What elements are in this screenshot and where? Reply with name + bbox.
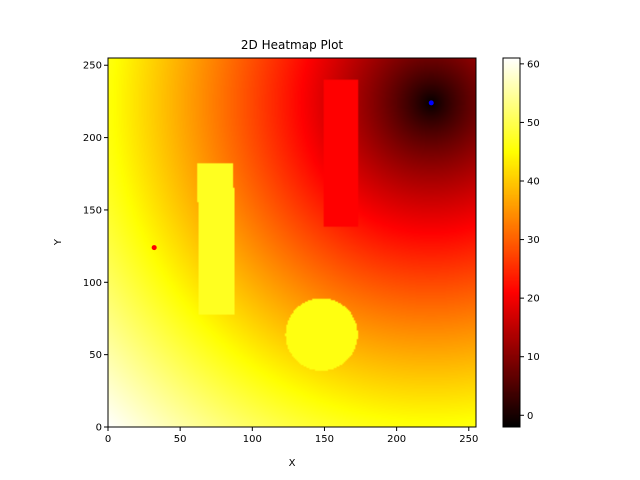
colorbar-tick-label: 40 <box>527 177 540 188</box>
y-tick-label: 0 <box>96 423 102 434</box>
y-tick-label: 250 <box>83 61 102 72</box>
x-tick-label: 200 <box>387 434 406 445</box>
x-axis-label: X <box>289 458 296 469</box>
y-ticks: 0 50 100 150 200 250 <box>83 61 108 434</box>
y-tick-label: 100 <box>83 278 102 289</box>
colorbar-tick-label: 30 <box>527 235 540 246</box>
x-tick-label: 150 <box>315 434 334 445</box>
markers-layer <box>151 100 434 251</box>
colorbar-tick-label: 10 <box>527 352 540 363</box>
colorbar-tick-label: 0 <box>527 411 533 422</box>
x-tick-label: 100 <box>243 434 262 445</box>
x-tick-label: 50 <box>174 434 187 445</box>
y-tick-label: 50 <box>89 350 102 361</box>
chart-title: 2D Heatmap Plot <box>241 38 344 52</box>
colorbar-tick-label: 60 <box>527 59 540 70</box>
colorbar-image <box>503 58 520 427</box>
y-tick-label: 150 <box>83 205 102 216</box>
colorbar-tick-label: 20 <box>527 294 540 305</box>
colorbar-ticks: 0 10 20 30 40 50 60 <box>520 59 540 422</box>
red-marker <box>151 245 157 251</box>
y-axis-label: Y <box>53 238 64 246</box>
plot-frame <box>107 57 477 428</box>
colorbar-tick-label: 50 <box>527 118 540 129</box>
x-tick-label: 0 <box>105 434 111 445</box>
heatmap-image <box>108 58 476 427</box>
x-tick-label: 250 <box>459 434 478 445</box>
x-ticks: 0 50 100 150 200 250 <box>105 427 478 445</box>
y-tick-label: 200 <box>83 133 102 144</box>
blue-marker <box>428 100 434 106</box>
colorbar-frame <box>502 57 521 428</box>
